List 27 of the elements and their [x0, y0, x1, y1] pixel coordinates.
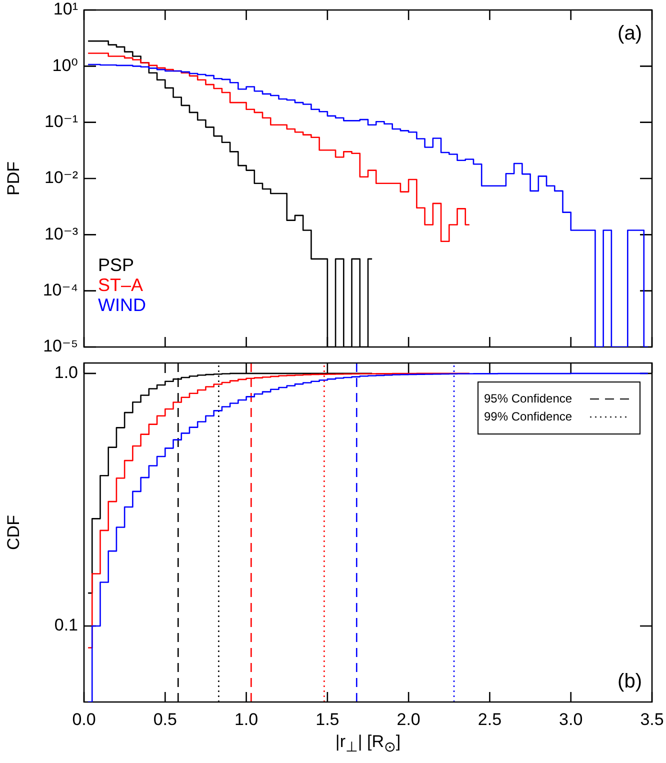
y-axis-title: CDF: [4, 515, 23, 550]
text: ST–A: [98, 275, 144, 295]
x-axis-title: |r$_{⊥}$| [R$_{⊙}$]: [334, 732, 402, 758]
annotation: 99% Confidence: [484, 409, 572, 424]
text: WIND: [98, 295, 146, 315]
x-tick-label: 1.0: [234, 710, 258, 729]
annotation: (a): [618, 22, 642, 45]
annotation: 95% Confidence: [484, 391, 572, 406]
y-tick-label: 0.1: [54, 616, 78, 635]
x-tick-label: 3.5: [640, 710, 664, 729]
y-tick-label: 10⁰: [52, 56, 78, 75]
y-tick-label: 10⁻³: [44, 224, 78, 244]
annotation: (b): [618, 670, 642, 693]
y-axis-title: PDF: [4, 162, 23, 196]
y-tick-label: 10¹: [53, 0, 78, 19]
y-tick-label: 10⁻¹: [44, 112, 78, 132]
x-tick-label: 2.0: [396, 710, 420, 729]
x-tick-label: 0.0: [72, 710, 96, 729]
x-tick-label: 0.5: [153, 710, 177, 729]
y-tick-label: 10⁻⁵: [43, 336, 78, 356]
x-tick-label: 2.5: [478, 710, 502, 729]
x-tick-label: 1.5: [316, 710, 340, 729]
y-tick-label: 10⁻²: [44, 168, 78, 188]
y-tick-label: 1.0: [54, 363, 78, 382]
y-tick-label: 10⁻⁴: [42, 280, 78, 300]
x-tick-label: 3.0: [559, 710, 583, 729]
text: PSP: [98, 255, 134, 275]
